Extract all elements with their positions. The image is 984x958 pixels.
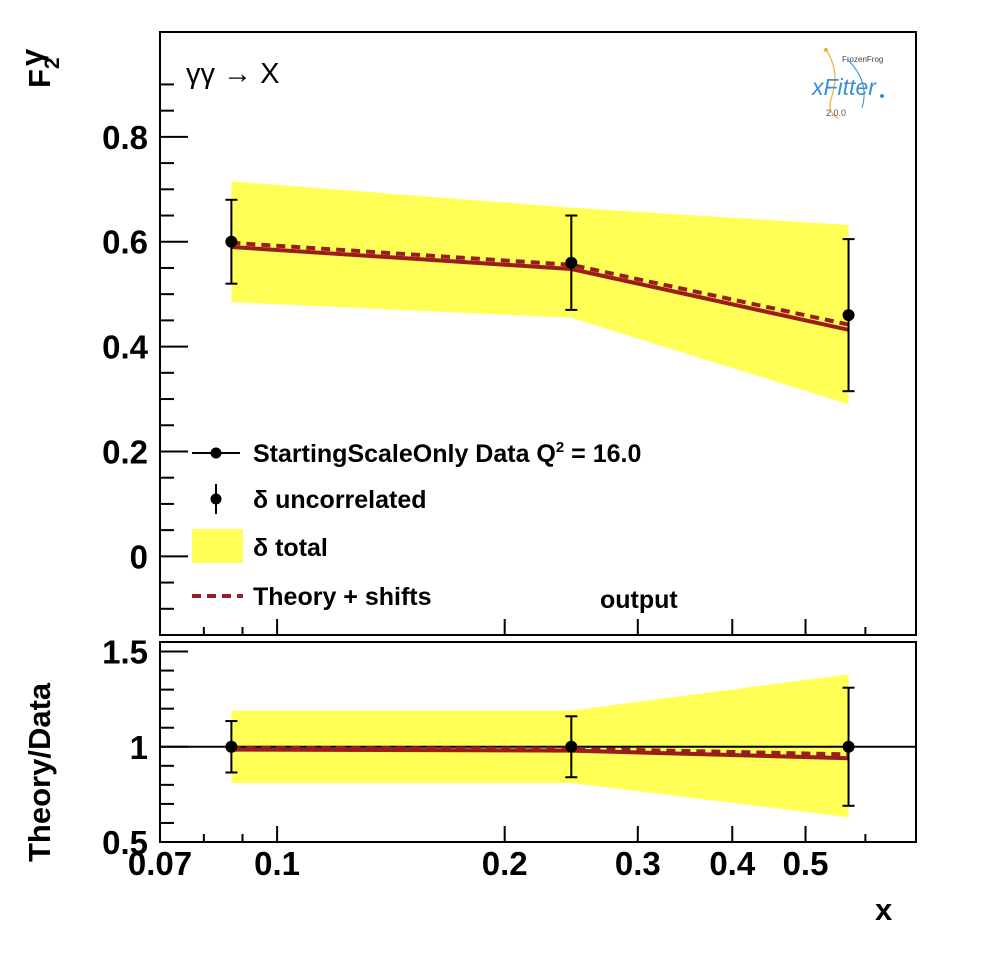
main-total-band (231, 181, 849, 405)
legend-errorbar-marker (210, 493, 222, 505)
main-x-ticks (159, 619, 917, 635)
logo-dot-2 (880, 94, 884, 98)
ratio-y-axis-title: Theory/Data (22, 682, 57, 862)
ratio-data-point (842, 740, 855, 753)
logo-dot (823, 47, 829, 53)
logo-version: 2.0.0 (826, 108, 846, 118)
main-y-axis-title: F2 (22, 57, 64, 88)
ratio-y-tick-label: 1.5 (102, 634, 148, 671)
logo-swirl-2 (847, 59, 865, 109)
main-y-tick-label: 0.4 (102, 329, 149, 366)
main-data-point (225, 235, 238, 248)
process-label: γγ → X (186, 58, 279, 90)
ratio-data-point (225, 740, 238, 753)
ratio-y-tick-label: 1 (130, 729, 148, 766)
main-y-tick-label: 0 (130, 538, 148, 575)
legend-uncorrelated-label: δ uncorrelated (253, 486, 427, 514)
ratio-x-axis: 0.07 0.1 0.2 0.3 0.4 0.5 (128, 826, 917, 882)
x-tick-label: 0.2 (482, 845, 528, 882)
legend: StartingScaleOnly Data Q2 = 16.0 δ uncor… (192, 439, 641, 611)
logo-name: xFitter (811, 74, 877, 100)
main-y-tick-label: 0.6 (102, 224, 148, 261)
main-data-point (842, 309, 855, 322)
logo-swirl (825, 49, 839, 119)
main-y-tick-label: 0.8 (102, 119, 148, 156)
main-panel: 0 0.2 0.4 0.6 0.8 F2 γ γγ → X output FrozenF… (14, 31, 917, 636)
legend-data-marker (210, 447, 222, 459)
main-y-axis-title-sup: γ (14, 48, 49, 66)
main-total-band-layer (231, 181, 849, 405)
x-tick-label: 0.3 (615, 845, 661, 882)
ratio-y-axis: 0.5 1 1.5 (102, 634, 188, 861)
x-tick-label: 0.5 (783, 845, 829, 882)
ratio-frame (159, 641, 917, 843)
main-data-point (565, 256, 578, 269)
legend-band-swatch (192, 529, 243, 563)
main-data-layer (225, 198, 855, 393)
ratio-y-tick-label: 0.5 (102, 824, 148, 861)
output-label: output (600, 586, 678, 614)
legend-theory-label: Theory + shifts (253, 583, 432, 611)
ratio-panel: 0.511.5 0.07 0.1 0.2 0.3 0.4 0.5 Theory/Data … (22, 634, 917, 927)
legend-entry-theory: Theory + shifts (192, 583, 432, 611)
legend-entry-data: StartingScaleOnly Data Q2 = 16.0 (192, 439, 641, 468)
x-tick-label: 0.07 (128, 845, 192, 882)
ratio-theory-shifts-line (231, 745, 849, 757)
x-tick-label: 0.1 (254, 845, 300, 882)
x-tick-label: 0.4 (709, 845, 756, 882)
ratio-data-layer (225, 686, 855, 807)
main-y-axis: 0 0.2 0.4 0.6 0.8 (102, 83, 188, 610)
main-theory-shifts-line (231, 240, 849, 327)
main-frame (159, 31, 917, 636)
xfitter-logo: FrozenFrog xFitter 2.0.0 (811, 47, 884, 119)
legend-total-label: δ total (253, 534, 328, 562)
legend-entry-total: δ total (192, 529, 328, 563)
legend-data-label: StartingScaleOnly Data Q2 = 16.0 (253, 439, 641, 468)
x-axis-title: x (875, 892, 893, 927)
main-y-tick-label: 0.2 (102, 433, 148, 470)
ratio-data-point (565, 740, 578, 753)
legend-entry-uncorrelated: δ uncorrelated (210, 484, 427, 514)
logo-caption: FrozenFrog (842, 55, 883, 64)
